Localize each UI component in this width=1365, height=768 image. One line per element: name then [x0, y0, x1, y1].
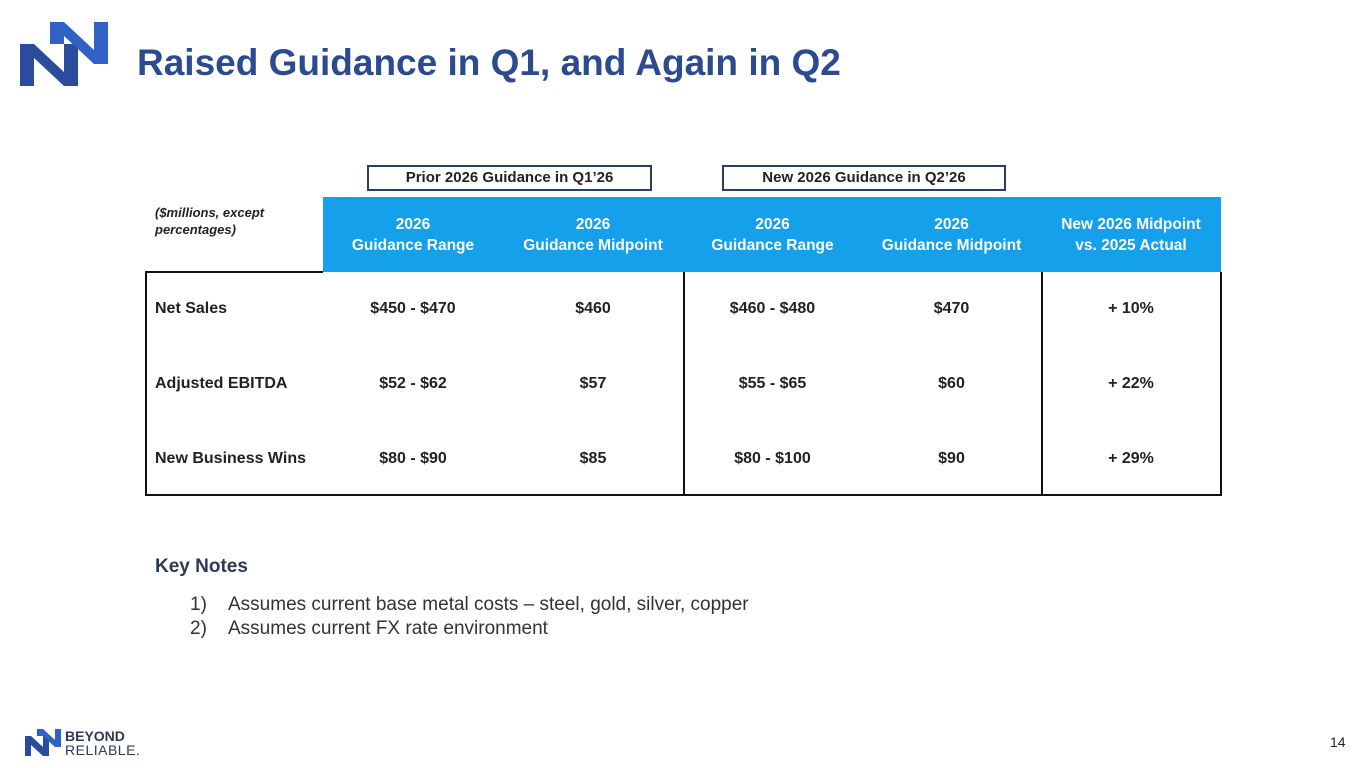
page-number: 14	[1330, 734, 1346, 750]
cell: $85	[579, 450, 607, 467]
row-label: Net Sales	[155, 300, 228, 317]
cell: + 10%	[1108, 300, 1154, 317]
cell: $57	[579, 375, 607, 392]
header-cell: 2026 Guidance Midpoint	[862, 197, 1041, 272]
cell: + 22%	[1108, 375, 1154, 392]
note-text: Assumes current FX rate environment	[228, 618, 548, 639]
header-text: 2026	[575, 215, 611, 233]
logo-text: BEYOND	[65, 728, 125, 744]
footer-logo: BEYOND RELIABLE.	[25, 728, 140, 758]
cell: $470	[933, 300, 970, 317]
group-label: Prior 2026 Guidance in Q1’26	[367, 165, 652, 191]
table-border	[683, 272, 685, 495]
unit-note: ($millions, except percentages)	[155, 205, 265, 237]
note-text: Assumes current base metal costs – steel…	[228, 594, 749, 615]
note-number: 1)	[190, 594, 207, 615]
table-border	[145, 271, 323, 273]
table-border	[145, 494, 1222, 496]
cell: $55 - $65	[738, 375, 807, 392]
cell: $60	[938, 375, 965, 392]
header-cell: 2026 Guidance Midpoint	[503, 197, 683, 272]
cell: $460 - $480	[729, 300, 816, 317]
table-border	[1220, 272, 1222, 495]
logo-text: RELIABLE.	[65, 742, 140, 758]
cell: $80 - $100	[734, 450, 811, 467]
cell: $80 - $90	[379, 450, 447, 467]
header-text: 2026	[755, 215, 790, 233]
header-cell: 2026 Guidance Range	[323, 197, 503, 272]
header-text: 2026	[934, 215, 969, 233]
row-label: Adjusted EBITDA	[155, 375, 288, 392]
header-text: Guidance Midpoint	[523, 236, 663, 254]
title: Raised Guidance in Q1, and Again in Q2	[137, 42, 841, 83]
header-text: Guidance Midpoint	[881, 236, 1022, 254]
cell: $460	[575, 300, 611, 317]
cell: + 29%	[1108, 450, 1154, 467]
table-border	[1041, 272, 1043, 495]
group-label: New 2026 Guidance in Q2’26	[722, 165, 1006, 191]
header-cell: 2026 Guidance Range	[683, 197, 862, 272]
note-number: 2)	[190, 618, 207, 639]
header-cell: New 2026 Midpoint vs. 2025 Actual	[1041, 197, 1221, 272]
header-text: vs. 2025 Actual	[1075, 236, 1187, 254]
row-label: New Business Wins	[155, 450, 307, 467]
cell: $90	[938, 450, 965, 467]
header-text: New 2026 Midpoint	[1061, 215, 1201, 233]
header-text: Guidance Range	[351, 236, 475, 254]
header-text: 2026	[395, 215, 431, 233]
header-text: Guidance Range	[711, 236, 834, 254]
notes-heading: Key Notes	[155, 556, 248, 577]
logo	[20, 22, 108, 86]
table-border	[145, 272, 147, 495]
cell: $450 - $470	[370, 300, 456, 317]
cell: $52 - $62	[379, 375, 447, 392]
